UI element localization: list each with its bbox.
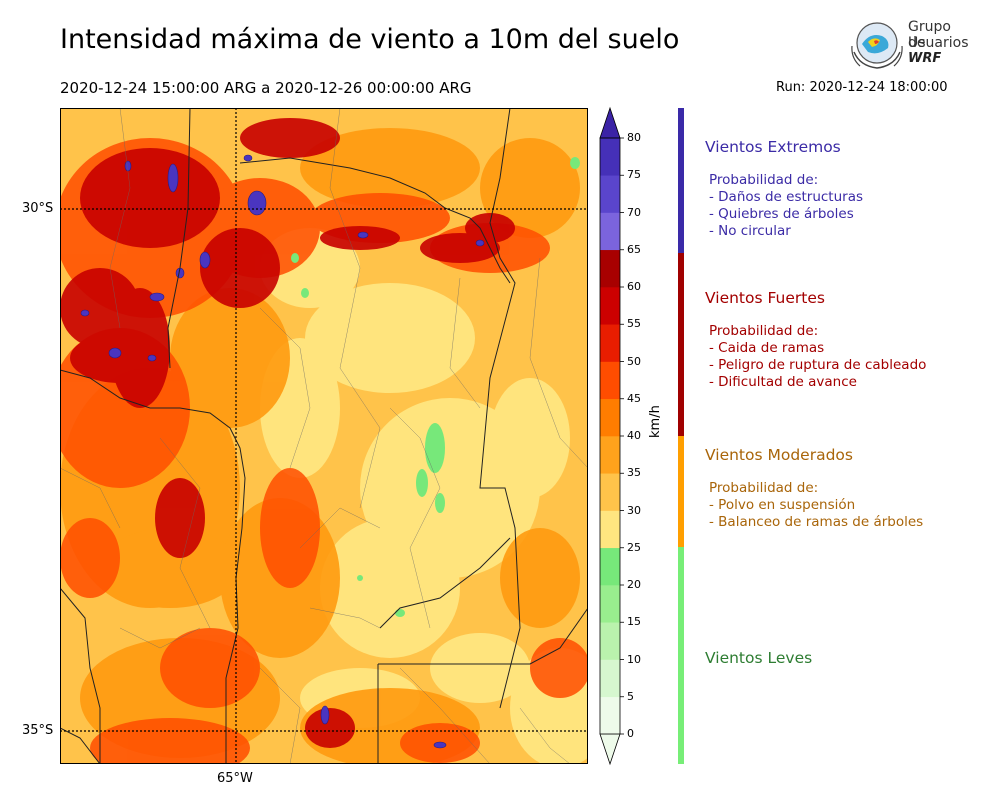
category-title-moderados: Vientos Moderados [705, 446, 853, 464]
department-lines [60, 108, 588, 764]
colorbar-segment [600, 510, 620, 549]
logo-text-line2: Usuarios [908, 35, 969, 51]
wind-zone-15-25 [291, 157, 580, 617]
colorbar-extend-high [599, 106, 621, 139]
category-bar-leves [678, 547, 684, 764]
lat-label-30s: 30°S [22, 201, 54, 216]
colorbar-segment [600, 361, 620, 400]
lat-label-35s: 35°S [22, 723, 54, 738]
logo-text-line1: Grupo de [908, 19, 951, 51]
category-subtitle: Probabilidad de: [709, 480, 819, 496]
category-title-leves: Vientos Leves [705, 649, 813, 667]
category-title-extremos: Vientos Extremos [705, 138, 841, 156]
colorbar-segment [600, 547, 620, 586]
grupo-usuarios-wrf-logo: Grupo de Usuarios WRF [848, 14, 970, 74]
lon-label-65w: 65°W [217, 771, 253, 786]
colorbar-segment [600, 622, 620, 660]
colorbar-segment [600, 324, 620, 362]
category-list-extremos: Probabilidad de: - Daños de estructuras … [709, 172, 863, 240]
colorbar-segment [600, 398, 620, 437]
category-list-fuertes: Probabilidad de: - Caida de ramas - Peli… [709, 323, 926, 391]
colorbar-segments [599, 106, 621, 766]
category-bar-extremos [678, 108, 684, 253]
colorbar-segment [600, 175, 620, 213]
category-item: - No circular [709, 223, 791, 239]
colorbar-segment [600, 585, 620, 623]
colorbar-segment [600, 249, 620, 288]
graticule [60, 108, 588, 764]
colorbar-ticks [620, 137, 624, 735]
colorbar-segment [600, 696, 620, 735]
colorbar-segment [600, 473, 620, 511]
colorbar-segment [600, 659, 620, 698]
category-item: - Quiebres de árboles [709, 206, 854, 222]
category-item: - Dificultad de avance [709, 374, 857, 390]
category-bar-fuertes [678, 253, 684, 436]
category-bar-moderados [678, 436, 684, 547]
category-item: - Peligro de ruptura de cableado [709, 357, 927, 373]
colorbar-segment [600, 287, 620, 325]
category-item: - Balanceo de ramas de árboles [709, 514, 924, 530]
wind-zone-55-65 [60, 118, 515, 748]
colorbar-segment [600, 138, 620, 176]
category-list-moderados: Probabilidad de: - Polvo en suspensión -… [709, 480, 923, 531]
category-subtitle: Probabilidad de: [709, 323, 819, 339]
wind-map [60, 108, 588, 764]
forecast-period: 2020-12-24 15:00:00 ARG a 2020-12-26 00:… [60, 79, 472, 97]
colorbar-unit: km/h [648, 405, 663, 438]
category-title-fuertes: Vientos Fuertes [705, 289, 825, 307]
boundary-lines [60, 108, 588, 764]
wind-colorbar [599, 106, 624, 766]
colorbar-extend-low [599, 733, 621, 766]
run-timestamp: Run: 2020-12-24 18:00:00 [776, 80, 948, 95]
category-item: - Daños de estructuras [709, 189, 864, 205]
category-item: - Polvo en suspensión [709, 497, 856, 513]
colorbar-segment [600, 436, 620, 474]
map-title: Intensidad máxima de viento a 10m del su… [60, 24, 680, 55]
category-item: - Caida de ramas [709, 340, 825, 356]
colorbar-segment [600, 212, 620, 251]
globe-logo-icon [851, 22, 903, 69]
logo-text-wrf: WRF [908, 51, 942, 66]
category-subtitle: Probabilidad de: [709, 172, 819, 188]
map-frame [60, 108, 588, 764]
